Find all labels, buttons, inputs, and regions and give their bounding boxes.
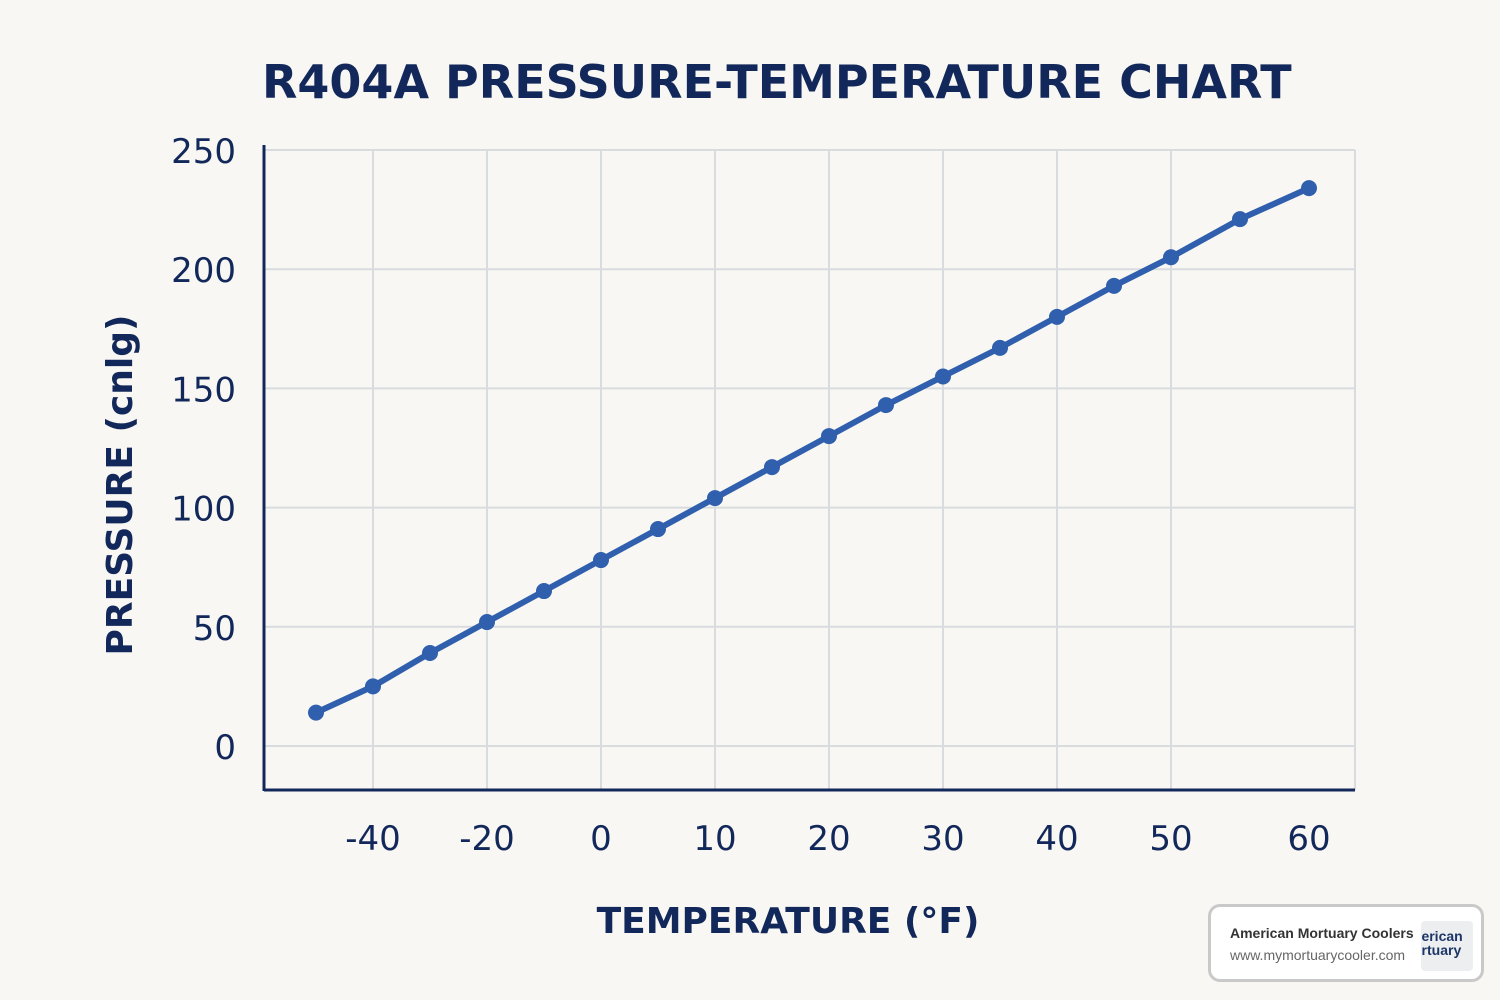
data-point <box>1049 308 1065 325</box>
x-axis-label: TEMPERATURE (°F) <box>597 901 980 942</box>
y-axis-label: PRESSURE (cnlg) <box>100 315 141 656</box>
y-tick-label: 100 <box>171 490 236 530</box>
y-tick-label: 50 <box>193 609 236 649</box>
y-tick-label: 0 <box>214 728 236 768</box>
x-tick-label: 20 <box>807 819 850 859</box>
x-tick-label: -40 <box>345 819 401 859</box>
data-point <box>422 645 438 662</box>
data-point <box>821 428 837 445</box>
data-point <box>878 397 894 414</box>
data-point <box>1301 180 1317 197</box>
data-point <box>1163 249 1179 266</box>
chart-title: R404A PRESSURE-TEMPERATURE CHART <box>262 55 1292 109</box>
x-tick-label: 50 <box>1149 819 1192 859</box>
brand-url: www.mymortuarycooler.com <box>1230 947 1406 963</box>
x-tick-label: 60 <box>1287 819 1330 859</box>
y-tick-label: 150 <box>171 370 236 410</box>
y-tick-label: 250 <box>171 132 236 172</box>
data-point <box>479 614 495 631</box>
data-point <box>536 583 552 600</box>
y-tick-label: 200 <box>171 251 236 291</box>
data-point <box>365 678 381 695</box>
x-tick-label: 10 <box>693 819 736 859</box>
data-point <box>764 459 780 476</box>
brand-logo: mericanortuary <box>1421 921 1473 971</box>
brand-name: American Mortuary Coolers <box>1230 925 1414 941</box>
data-point <box>593 552 609 569</box>
x-tick-label: 30 <box>921 819 964 859</box>
brand-watermark: American Mortuary Coolers www.mymortuary… <box>1208 904 1484 982</box>
data-point <box>308 704 324 721</box>
data-point <box>992 339 1008 356</box>
x-tick-label: -20 <box>459 819 515 859</box>
data-point <box>1106 277 1122 294</box>
data-point <box>935 368 951 385</box>
series-line <box>314 185 1311 716</box>
data-point <box>707 490 723 507</box>
x-tick-label: 40 <box>1035 819 1078 859</box>
data-point <box>1232 211 1248 228</box>
data-point <box>650 521 666 538</box>
x-tick-label: 0 <box>590 819 612 859</box>
